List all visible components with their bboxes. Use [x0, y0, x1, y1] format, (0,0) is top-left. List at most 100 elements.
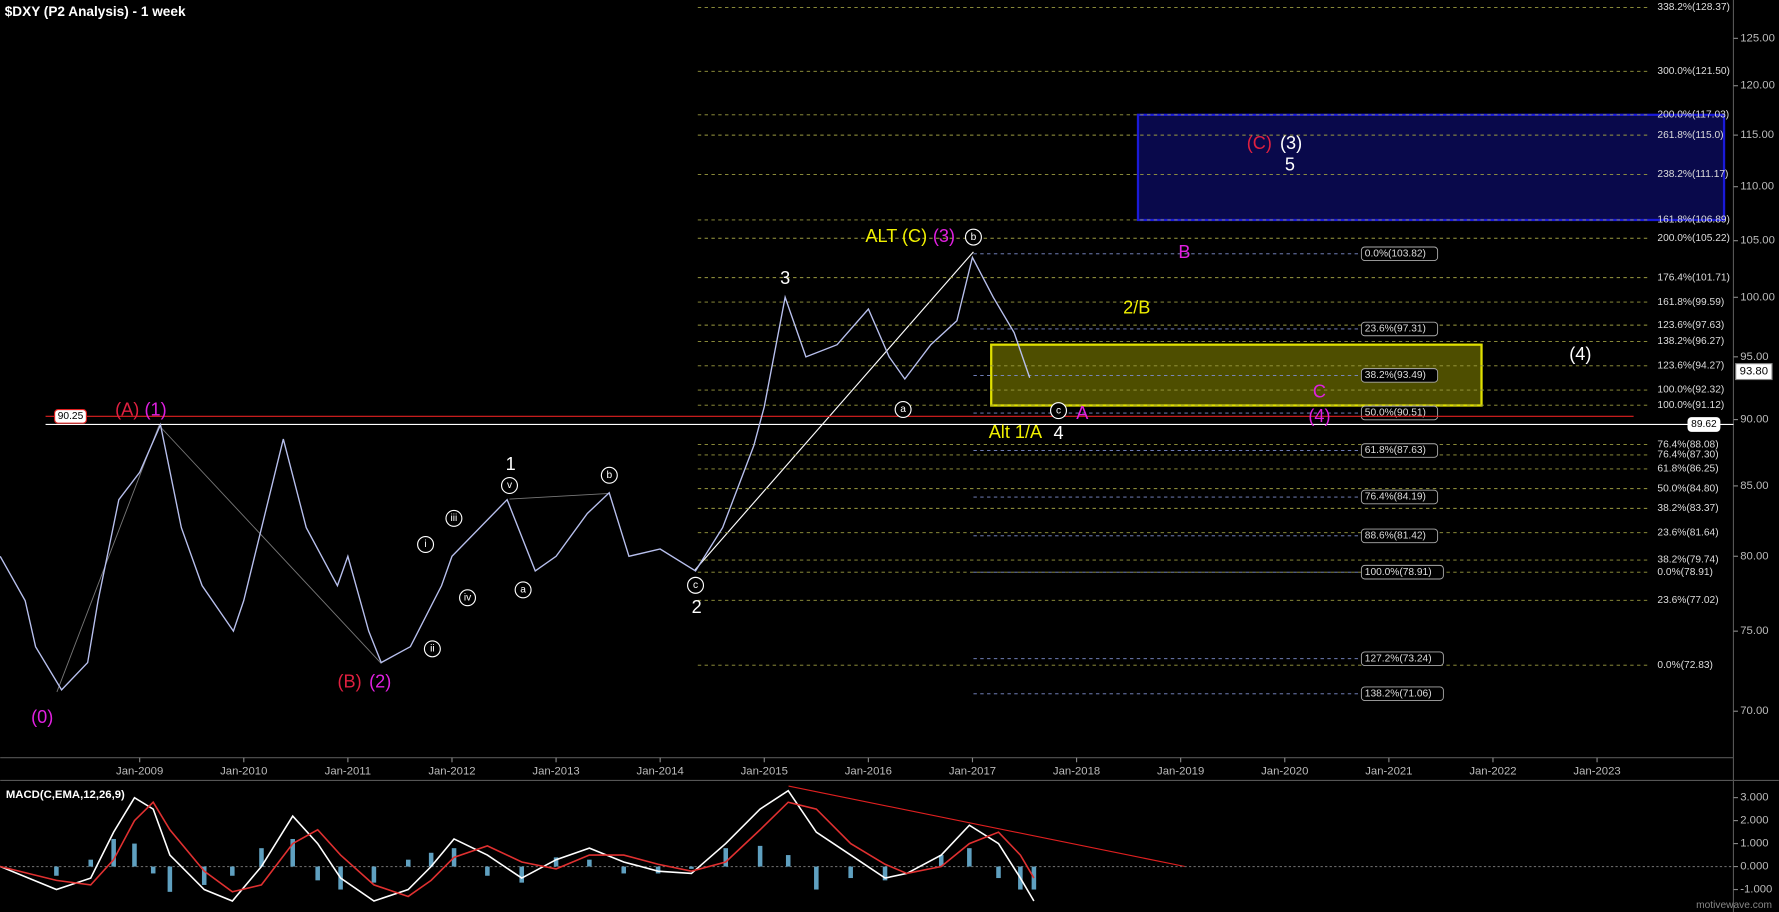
wave-circle [1050, 402, 1068, 420]
macd-histogram-bar [132, 843, 137, 867]
x-tick-label: Jan-2016 [845, 765, 892, 777]
fib-label: 76.4%(84.19) [1365, 492, 1426, 503]
wave-label-minor: c [693, 580, 698, 591]
wave-label: Alt 1/A [989, 422, 1043, 442]
wave-line [56, 425, 160, 693]
fib-label: 88.6%(81.42) [1365, 531, 1426, 542]
macd-histogram-bar [621, 866, 627, 874]
wave-label-minor: c [1056, 405, 1061, 416]
macd-histogram-bar [655, 866, 661, 874]
fib-label: 50.0%(90.51) [1365, 408, 1426, 419]
last-price-label: 93.80 [1740, 366, 1768, 378]
x-tick-label: Jan-2011 [325, 765, 371, 777]
wave-label: (2) [369, 672, 391, 692]
zone [1136, 113, 1726, 222]
wave-label: 3 [780, 268, 790, 288]
wave-label: (B) [337, 672, 361, 692]
y-tick-label: 120.00 [1740, 80, 1775, 92]
wave-label: ALT (C) [865, 226, 927, 246]
level-label-box [54, 408, 87, 424]
fib-label: 50.0%(84.80) [1657, 483, 1718, 494]
y-tick-label: 90.00 [1740, 414, 1768, 426]
last-price-box [1735, 363, 1773, 381]
fib-label: 338.2%(128.37) [1657, 2, 1730, 13]
fib-label-box [1360, 651, 1444, 666]
macd-histogram-bar [689, 866, 694, 869]
wave-label-minor: b [606, 470, 612, 481]
wave-label: (4) [1308, 406, 1330, 426]
wave-label: (3) [933, 226, 955, 246]
macd-y-tick-label: 0.000 [1740, 861, 1768, 873]
wave-circle [445, 509, 463, 527]
fib-label-box [1360, 686, 1444, 702]
fib-label: 23.6%(77.02) [1657, 595, 1718, 606]
fib-label: 38.2%(83.37) [1657, 503, 1718, 514]
fib-label-box [1360, 443, 1439, 458]
fib-label: 161.8%(106.89) [1657, 215, 1730, 226]
wave-circle [894, 400, 912, 418]
macd-histogram-bar [88, 859, 94, 867]
x-tick-label: Jan-2021 [1365, 765, 1412, 777]
fib-label: 61.8%(87.63) [1365, 445, 1426, 456]
macd-signal-line [0, 800, 1035, 898]
fib-label: 123.6%(97.63) [1657, 320, 1724, 331]
macd-histogram-bar [848, 866, 853, 879]
macd-histogram-bar [814, 866, 819, 890]
y-tick-label: 70.00 [1740, 705, 1768, 717]
wave-label-minor: iii [451, 513, 458, 524]
macd-histogram-bar [405, 859, 411, 867]
fib-label: 238.2%(111.17) [1657, 169, 1728, 180]
fib-label: 76.4%(88.08) [1657, 439, 1718, 450]
macd-histogram-bar [938, 855, 944, 867]
wave-label-minor: iv [464, 592, 472, 603]
macd-title: MACD(C,EMA,12,26,9) [6, 789, 125, 801]
macd-histogram-bar [111, 838, 116, 867]
wave-circle [964, 228, 982, 246]
fib-label: 100.0%(92.32) [1657, 385, 1724, 396]
chart-title: $DXY (P2 Analysis) - 1 week [5, 4, 186, 19]
fib-label: 127.2%(73.24) [1365, 653, 1432, 664]
macd-histogram-bar [996, 866, 1001, 879]
fib-label: 200.0%(117.03) [1657, 109, 1729, 120]
wave-label-minor: i [424, 539, 426, 550]
x-tick-label: Jan-2010 [220, 765, 267, 777]
wave-label: 1 [506, 454, 516, 474]
x-tick-label: Jan-2012 [428, 765, 475, 777]
y-tick-label: 80.00 [1740, 550, 1768, 562]
level-label-box [1687, 417, 1721, 432]
macd-histogram-bar [54, 866, 59, 876]
fib-label: 76.4%(87.30) [1657, 450, 1718, 461]
macd-histogram-bar [371, 866, 377, 883]
fib-label: 100.0%(91.12) [1657, 400, 1724, 411]
wave-label-minor: a [900, 404, 906, 415]
wave-label: C [1313, 381, 1326, 401]
wave-line [509, 492, 610, 500]
wave-label: (1) [145, 399, 167, 419]
macd-histogram-bar [553, 857, 559, 867]
y-tick-label: 95.00 [1740, 351, 1768, 363]
fib-label: 200.0%(105.22) [1657, 233, 1730, 244]
macd-histogram-bar [723, 848, 729, 867]
y-tick-label: 115.00 [1740, 129, 1774, 141]
fib-label: 38.2%(93.49) [1365, 370, 1426, 381]
fib-label: 0.0%(103.82) [1365, 248, 1426, 259]
fib-label-box [1360, 246, 1439, 262]
wave-label-minor: a [520, 585, 526, 596]
x-tick-label: Jan-2014 [637, 765, 684, 777]
wave-label-minor: ii [430, 644, 435, 655]
macd-histogram-bar [785, 855, 791, 867]
wave-label: 4 [1053, 423, 1063, 443]
wave-label: (4) [1569, 344, 1591, 364]
wave-label-minor: v [507, 480, 513, 491]
macd-histogram-bar [290, 838, 295, 867]
macd-histogram-bar [587, 859, 592, 867]
macd-histogram-bar [967, 848, 972, 867]
macd-histogram-bar [201, 866, 207, 885]
macd-y-tick-label: -1.000 [1740, 884, 1772, 896]
wave-label: 2/B [1123, 297, 1150, 317]
y-tick-label: 110.00 [1740, 181, 1774, 193]
fib-label: 261.8%(115.0) [1657, 130, 1723, 141]
fib-label: 138.2%(96.27) [1657, 336, 1724, 347]
x-tick-label: Jan-2022 [1469, 765, 1516, 777]
x-tick-label: Jan-2017 [949, 765, 996, 777]
